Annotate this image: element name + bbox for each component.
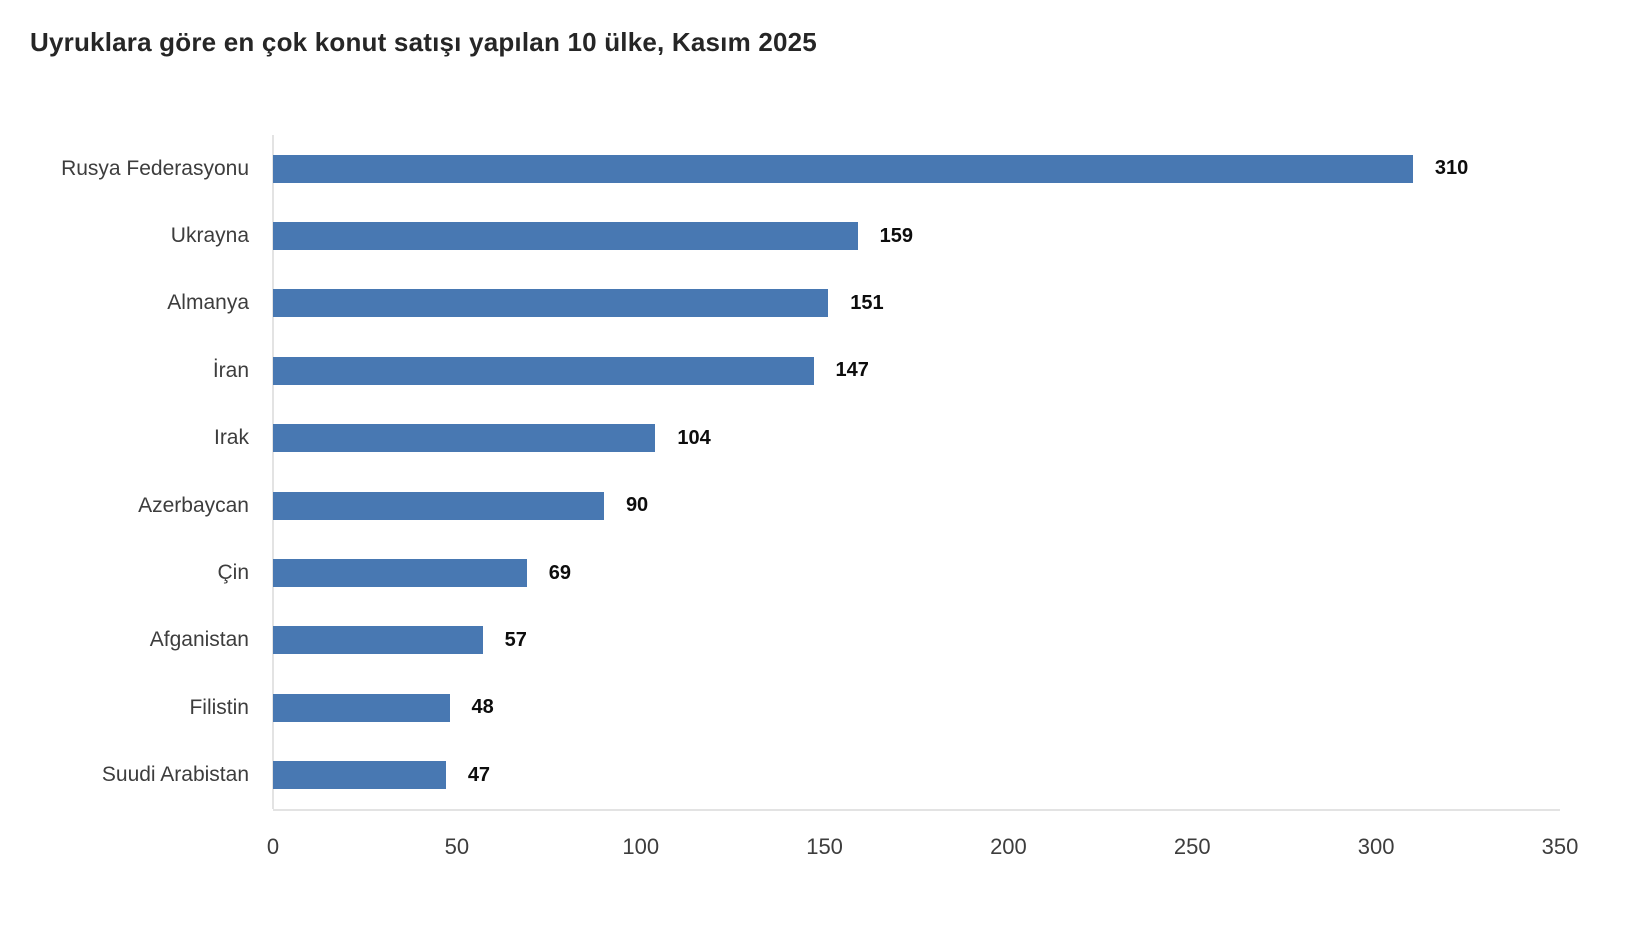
value-label: 48 — [471, 696, 494, 719]
bar — [273, 626, 483, 655]
bar — [273, 761, 446, 790]
bar-track: 104 — [273, 405, 1560, 472]
bar — [273, 491, 604, 520]
bar-track: 147 — [273, 337, 1560, 404]
bar-track: 48 — [273, 674, 1560, 741]
x-tick-label: 150 — [806, 833, 843, 859]
bar-row: Çin 69 — [0, 539, 1560, 606]
bar-row: Azerbaycan 90 — [0, 472, 1560, 539]
bar-row: Almanya 151 — [0, 270, 1560, 337]
bar-chart: Rusya Federasyonu 310 Ukrayna 159 Almanya 151… — [0, 135, 1626, 860]
bar-row: Filistin 48 — [0, 674, 1560, 741]
value-label: 69 — [548, 561, 571, 584]
bar-track: 47 — [273, 742, 1560, 809]
chart-title: Uyruklara göre en çok konut satışı yapıl… — [30, 27, 817, 57]
category-label: Filistin — [189, 695, 249, 719]
value-label: 310 — [1434, 157, 1469, 180]
category-label: Almanya — [167, 291, 249, 315]
bar — [273, 693, 450, 722]
bar — [273, 559, 527, 588]
bar-row: Suudi Arabistan 47 — [0, 742, 1560, 809]
category-label: Suudi Arabistan — [101, 763, 249, 787]
y-axis-line — [272, 135, 274, 809]
x-tick-label: 350 — [1541, 833, 1579, 859]
category-label: Çin — [217, 561, 249, 585]
category-label: Rusya Federasyonu — [61, 156, 249, 180]
category-label: İran — [212, 358, 249, 382]
value-label: 159 — [879, 224, 914, 247]
bar-row: Irak 104 — [0, 405, 1560, 472]
value-label: 104 — [677, 426, 711, 449]
bar-row: Afganistan 57 — [0, 607, 1560, 674]
value-label: 90 — [625, 494, 649, 517]
bar — [273, 356, 814, 385]
x-axis-ticks: 0 50 100 150 200 250 300 350 — [267, 833, 1578, 860]
x-axis-line — [273, 808, 1560, 811]
x-tick-label: 100 — [622, 833, 660, 859]
value-label: 47 — [467, 763, 491, 786]
bar-track: 90 — [273, 472, 1560, 539]
bar-track: 69 — [273, 539, 1560, 606]
category-label: Azerbaycan — [138, 493, 249, 517]
x-tick-label: 300 — [1357, 833, 1395, 859]
bar-track: 310 — [273, 135, 1560, 202]
bar-row: Ukrayna 159 — [0, 202, 1560, 269]
bar-row: İran 147 — [0, 337, 1560, 404]
plot-area: Rusya Federasyonu 310 Ukrayna 159 Almanya 151… — [0, 135, 1560, 809]
bar — [273, 154, 1413, 183]
bar-row: Rusya Federasyonu 310 — [0, 135, 1560, 202]
category-label: Irak — [213, 426, 249, 450]
category-label: Ukrayna — [170, 224, 249, 248]
value-label: 151 — [850, 291, 884, 314]
bar-track: 159 — [273, 202, 1560, 269]
bar-track: 151 — [273, 270, 1560, 337]
x-tick-label: 50 — [444, 833, 470, 859]
x-tick-label: 250 — [1173, 833, 1211, 859]
bar — [273, 222, 858, 251]
x-tick-label: 0 — [266, 833, 280, 859]
bar-track: 57 — [273, 607, 1560, 674]
bar — [273, 289, 829, 318]
value-label: 147 — [835, 359, 869, 382]
category-label: Afganistan — [149, 628, 249, 652]
bar — [273, 424, 656, 453]
x-tick-label: 200 — [990, 833, 1027, 859]
value-label: 57 — [504, 628, 527, 651]
